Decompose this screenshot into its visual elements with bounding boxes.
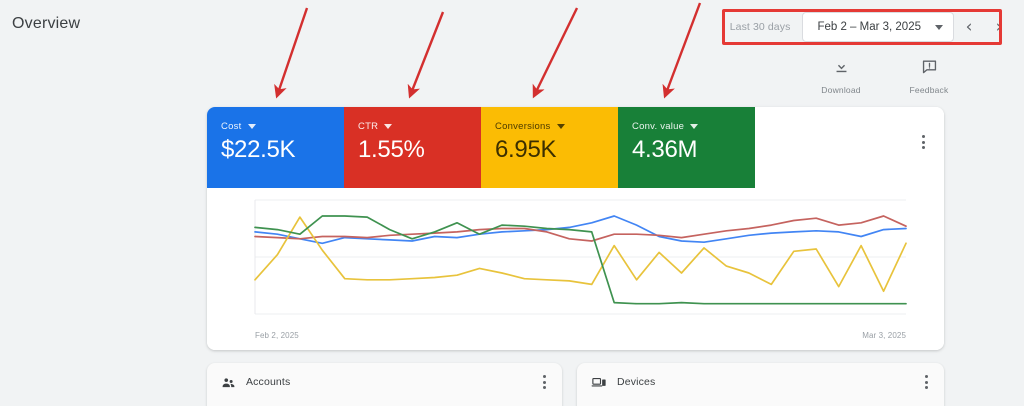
devices-overflow-menu-button[interactable] (925, 375, 928, 389)
card-overflow-menu-button[interactable] (922, 135, 925, 149)
arrow-to-ctr (407, 11, 445, 99)
metric-tile-conversions[interactable]: Conversions 6.95K (481, 107, 618, 188)
metric-label-cost: Cost (221, 121, 242, 132)
devices-icon (591, 375, 607, 390)
more-vert-icon-dot (543, 386, 546, 389)
metric-header-conv-value[interactable]: Conv. value (632, 121, 755, 132)
more-vert-icon-dot (922, 146, 925, 149)
download-label: Download (821, 85, 861, 95)
performance-line-chart (254, 199, 907, 315)
more-vert-icon-dot (925, 380, 928, 384)
metric-tiles: Cost $22.5K CTR 1.55% Conversions 6.95K (207, 107, 944, 188)
accounts-panel[interactable]: Accounts (207, 363, 562, 406)
performance-card: Cost $22.5K CTR 1.55% Conversions 6.95K (207, 107, 944, 350)
chevron-down-icon (935, 24, 943, 30)
chart-series-conversions (254, 216, 907, 293)
chart-series-conv-value (254, 215, 907, 305)
metric-value-cost: $22.5K (221, 136, 296, 163)
metric-tile-conv-value[interactable]: Conv. value 4.36M (618, 107, 755, 188)
next-period-button[interactable]: › (995, 17, 1003, 37)
date-range-controls: Last 30 days Feb 2 – Mar 3, 2025 ‹ › (712, 10, 1014, 44)
accounts-panel-header: Accounts (207, 363, 562, 401)
date-range-value: Feb 2 – Mar 3, 2025 (817, 21, 921, 33)
metric-tile-cost[interactable]: Cost $22.5K (207, 107, 344, 188)
metric-header-ctr[interactable]: CTR (358, 121, 481, 132)
arrow-to-cost (274, 7, 309, 99)
arrow-to-conv-value (662, 2, 702, 99)
metric-label-conv-value: Conv. value (632, 121, 685, 132)
chevron-down-icon (556, 124, 565, 129)
chevron-down-icon (247, 124, 256, 129)
metric-label-ctr: CTR (358, 121, 379, 132)
more-vert-icon-dot (543, 380, 546, 384)
chart-x-axis-end-label: Mar 3, 2025 (862, 331, 906, 340)
chevron-down-icon (690, 124, 699, 129)
devices-panel-label: Devices (617, 376, 656, 388)
more-vert-icon-dot (922, 140, 925, 144)
metric-tile-ctr[interactable]: CTR 1.55% (344, 107, 481, 188)
devices-panel-header: Devices (577, 363, 944, 401)
metric-value-conversions: 6.95K (495, 136, 557, 163)
previous-period-button[interactable]: ‹ (965, 17, 973, 37)
page-title: Overview (12, 15, 81, 32)
feedback-label: Feedback (909, 85, 949, 95)
more-vert-icon-dot (925, 386, 928, 389)
download-button[interactable]: Download (814, 58, 868, 95)
feedback-icon (921, 58, 938, 80)
metric-header-cost[interactable]: Cost (221, 121, 344, 132)
date-range-select[interactable]: Feb 2 – Mar 3, 2025 (802, 12, 954, 42)
metric-row-spacer (755, 107, 944, 188)
chevron-down-icon (384, 124, 393, 129)
page-actions: Download Feedback (814, 58, 956, 95)
group-icon (221, 375, 236, 390)
chart-series-ctr (254, 215, 907, 242)
performance-chart[interactable]: Feb 2, 2025 Mar 3, 2025 (207, 188, 944, 350)
download-icon (833, 58, 850, 80)
more-vert-icon-dot (543, 375, 546, 378)
more-vert-icon-dot (925, 375, 928, 378)
accounts-panel-label: Accounts (246, 376, 291, 388)
metric-value-ctr: 1.55% (358, 136, 425, 163)
feedback-button[interactable]: Feedback (902, 58, 956, 95)
chart-x-axis-start-label: Feb 2, 2025 (255, 331, 299, 340)
arrow-to-conversions (532, 7, 579, 99)
accounts-overflow-menu-button[interactable] (543, 375, 546, 389)
metric-header-conversions[interactable]: Conversions (495, 121, 618, 132)
metric-label-conversions: Conversions (495, 121, 551, 132)
date-preset-label: Last 30 days (729, 21, 791, 33)
metric-value-conv-value: 4.36M (632, 136, 698, 163)
more-vert-icon-dot (922, 135, 925, 138)
chart-series-cost (254, 215, 907, 245)
devices-panel[interactable]: Devices (577, 363, 944, 406)
